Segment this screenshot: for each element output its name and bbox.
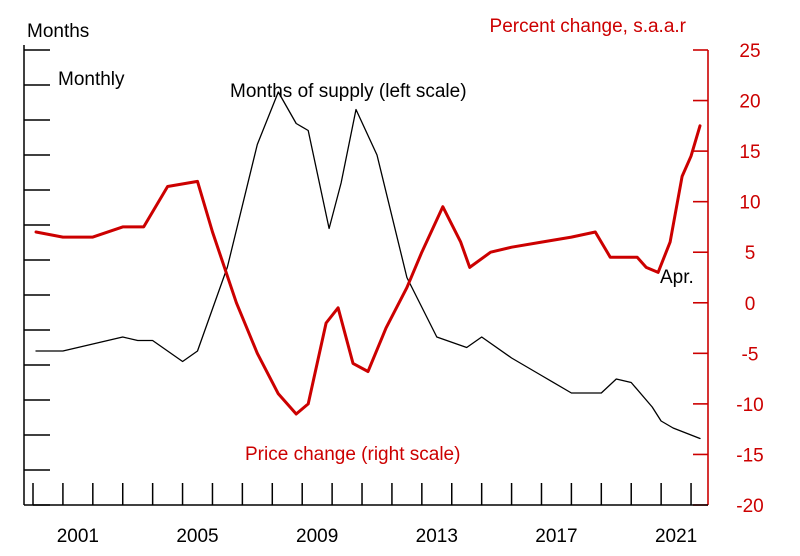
right-axis-tick-label: 20 (739, 92, 760, 113)
text-layer: Months Percent change, s.a.a.r Monthly M… (27, 16, 694, 465)
right-axis-tick-label: 5 (745, 243, 756, 264)
x-axis-tick-label: 2021 (655, 526, 697, 547)
series-layer (34, 91, 702, 440)
x-axis-tick-label: 2013 (416, 526, 458, 547)
frequency-annotation: Monthly (58, 69, 125, 90)
series-line-months-supply (35, 91, 701, 440)
left-axis (23, 45, 50, 506)
left-axis-title: Months (27, 21, 89, 42)
right-axis: 25 20 15 10 5 0 -5 -10 -15 -20 (693, 41, 764, 517)
right-axis-tick-label: 25 (739, 41, 760, 62)
right-axis-tick-label: 0 (745, 294, 756, 315)
right-axis-tick-label: 10 (739, 193, 760, 214)
right-axis-title: Percent change, s.a.a.r (490, 16, 687, 37)
series-label-price-change: Price change (right scale) (245, 444, 460, 465)
x-axis: 2001 2005 2009 2013 2017 2021 (32, 483, 708, 547)
endpoint-annotation: Apr. (660, 267, 694, 288)
right-axis-tick-label: -5 (742, 344, 759, 365)
series-line-price-change (34, 124, 702, 416)
right-axis-tick-label: 15 (739, 142, 760, 163)
x-axis-tick-label: 2005 (176, 526, 218, 547)
right-axis-tick-label: -10 (736, 395, 763, 416)
right-axis-tick-label: -15 (736, 445, 763, 466)
x-axis-tick-label: 2009 (296, 526, 338, 547)
right-axis-tick-label: -20 (736, 496, 763, 517)
x-axis-tick-label: 2017 (535, 526, 577, 547)
x-axis-tick-label: 2001 (57, 526, 99, 547)
series-label-months-supply: Months of supply (left scale) (230, 81, 467, 102)
